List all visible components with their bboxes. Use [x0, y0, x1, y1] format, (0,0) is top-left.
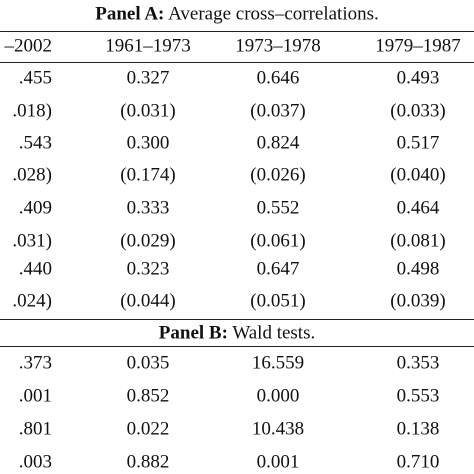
table-cell: .018) — [12, 100, 52, 122]
table-cell: .440 — [18, 258, 52, 280]
table-cell: (0.040) — [390, 164, 446, 186]
panel-label: Panel A: — [95, 3, 165, 25]
table-cell: 16.559 — [251, 352, 305, 374]
table-cell: (0.033) — [390, 100, 446, 122]
table-cell: .543 — [18, 132, 52, 154]
table-cell: 0.001 — [256, 451, 300, 473]
table-cell: 0.552 — [256, 197, 300, 219]
table-cell: 0.882 — [126, 451, 170, 473]
table-cell: (0.051) — [250, 290, 306, 312]
table-cell: (0.031) — [120, 100, 176, 122]
table-cell: .024) — [12, 290, 52, 312]
table-cell: 0.022 — [126, 418, 170, 440]
panel-label: Panel B: — [158, 322, 228, 344]
table-cell: .003 — [18, 451, 52, 473]
table-cell: .801 — [18, 418, 52, 440]
table-cell: (0.174) — [120, 164, 176, 186]
table-cell: 0.323 — [126, 258, 170, 280]
table-cell: .455 — [18, 67, 52, 89]
panel-title: Average cross–correlations. — [168, 3, 379, 25]
table-cell: 0.353 — [396, 352, 440, 374]
table-cell: 0.498 — [396, 258, 440, 280]
table-cell: 10.438 — [251, 418, 305, 440]
column-header: 1961–1973 — [105, 35, 191, 57]
table-cell: 0.852 — [126, 385, 170, 407]
table-cell: 0.824 — [256, 132, 300, 154]
table-cell: 0.647 — [256, 258, 300, 280]
table-cell: (0.061) — [250, 230, 306, 252]
table-cell: (0.026) — [250, 164, 306, 186]
table-cell: (0.039) — [390, 290, 446, 312]
table-cell: 0.000 — [256, 385, 300, 407]
table-cell: .001 — [18, 385, 52, 407]
table-cell: 0.333 — [126, 197, 170, 219]
table-cell: 0.327 — [126, 67, 170, 89]
table-cell: .028) — [12, 164, 52, 186]
table-cell: 0.035 — [126, 352, 170, 374]
table-cell: (0.081) — [390, 230, 446, 252]
table-cell: 0.493 — [396, 67, 440, 89]
panel-b-title: Panel B: Wald tests. — [0, 324, 474, 343]
column-header: 1979–1987 — [375, 35, 461, 57]
table-cell: 0.517 — [396, 132, 440, 154]
table-cell: 0.464 — [396, 197, 440, 219]
table-cell: (0.029) — [120, 230, 176, 252]
table-cell: .409 — [18, 197, 52, 219]
rule — [0, 62, 474, 63]
table-cell: (0.037) — [250, 100, 306, 122]
rule — [0, 346, 474, 347]
panel-title: Wald tests. — [232, 322, 316, 344]
table-cell: .373 — [18, 352, 52, 374]
table-cell: 0.553 — [396, 385, 440, 407]
table-cell: 0.300 — [126, 132, 170, 154]
table-cell: (0.044) — [120, 290, 176, 312]
column-header: –2002 — [4, 35, 53, 57]
rule — [0, 319, 474, 320]
rule — [0, 31, 474, 32]
table-cell: .031) — [12, 230, 52, 252]
table-cell: 0.646 — [256, 67, 300, 89]
column-header: 1973–1978 — [235, 35, 321, 57]
table-cell: 0.710 — [396, 451, 440, 473]
table-cell: 0.138 — [396, 418, 440, 440]
panel-a-title: Panel A: Average cross–correlations. — [0, 5, 474, 24]
